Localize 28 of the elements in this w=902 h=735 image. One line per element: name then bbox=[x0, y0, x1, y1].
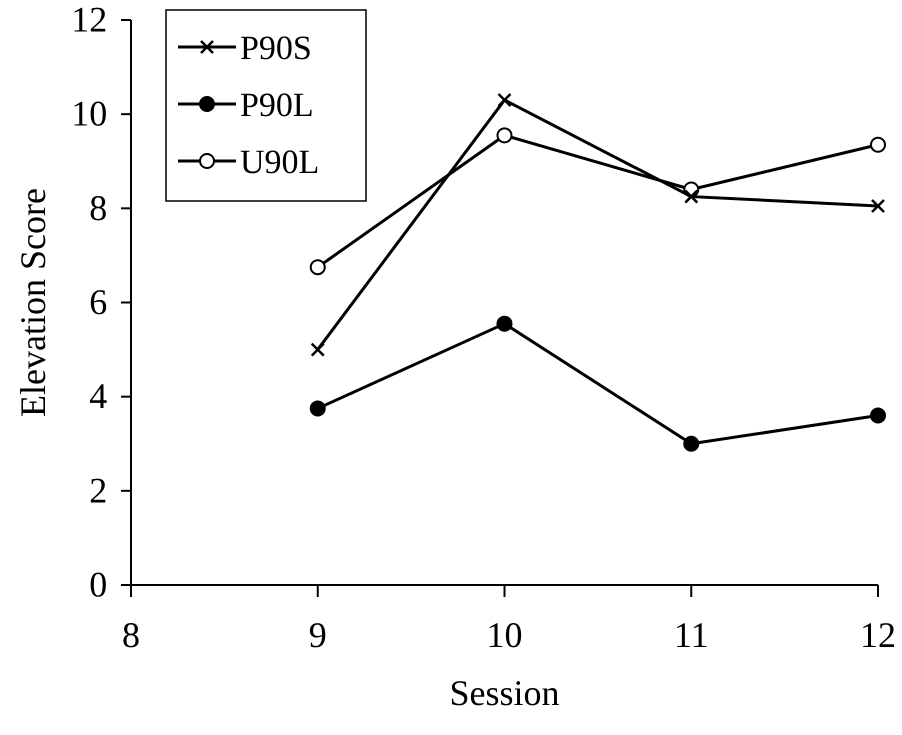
point bbox=[870, 198, 886, 214]
x-tick-label: 10 bbox=[486, 614, 522, 655]
point bbox=[684, 189, 698, 204]
y-tick-label: 4 bbox=[89, 376, 108, 416]
point bbox=[497, 92, 512, 108]
y-tick-label: 8 bbox=[89, 188, 108, 228]
point bbox=[310, 259, 326, 276]
y-tick-label: 0 bbox=[89, 564, 108, 605]
y-tick-label: 2 bbox=[89, 470, 108, 510]
point bbox=[683, 436, 700, 452]
y-tick-label: 6 bbox=[89, 282, 108, 322]
y-axis-title: Elevation Score bbox=[13, 188, 53, 417]
x-axis-title: Session bbox=[449, 673, 560, 713]
point bbox=[310, 400, 326, 416]
x-tick-label: 11 bbox=[674, 614, 709, 655]
point bbox=[870, 408, 886, 424]
legend-label: P90S bbox=[240, 30, 312, 67]
x-tick-label: 8 bbox=[122, 614, 140, 655]
y-tick-label: 12 bbox=[71, 0, 108, 40]
y-tick-label: 10 bbox=[71, 94, 108, 134]
x-tick-label: 12 bbox=[860, 614, 896, 655]
point bbox=[870, 136, 886, 153]
point bbox=[310, 342, 325, 357]
point bbox=[496, 316, 512, 332]
x-tick-label: 9 bbox=[308, 614, 327, 655]
point bbox=[496, 127, 512, 144]
legend-label: U90L bbox=[240, 144, 320, 181]
legend-label: P90L bbox=[240, 87, 314, 124]
